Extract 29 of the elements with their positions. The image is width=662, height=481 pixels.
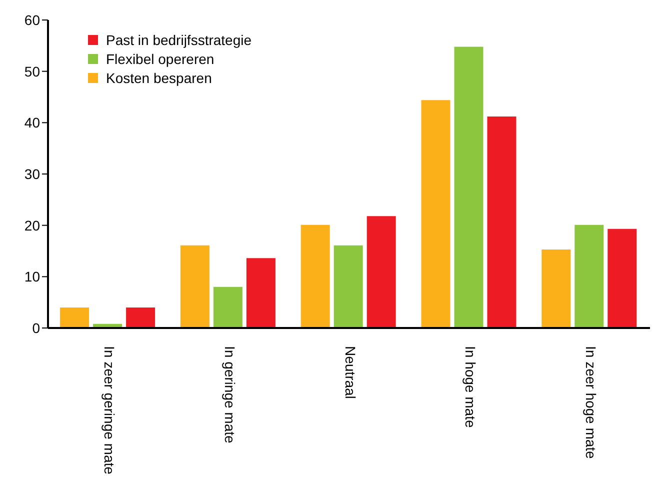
bar (126, 307, 156, 328)
y-tick-label: 10 (24, 268, 40, 285)
x-tick-label: In zeer geringe mate (101, 346, 118, 475)
bar (246, 258, 276, 328)
bar (300, 224, 330, 328)
y-tick-label: 30 (24, 166, 40, 182)
y-tick-label: 40 (24, 114, 40, 131)
bar (180, 245, 210, 328)
bar (574, 224, 604, 328)
legend-label: Kosten besparen (106, 70, 212, 86)
bar (542, 249, 571, 328)
legend-label: Past in bedrijfsstrategie (106, 32, 252, 48)
y-tick-label: 60 (24, 12, 40, 28)
x-tick-label: In hoge mate (462, 346, 479, 428)
x-tick-label: In geringe mate (222, 346, 238, 444)
bar (60, 307, 90, 328)
y-tick-label: 50 (24, 63, 40, 80)
bar (487, 116, 516, 328)
bar (454, 46, 484, 328)
bar (366, 216, 396, 328)
y-tick-label: 0 (32, 320, 40, 336)
y-tick-label: 20 (24, 217, 40, 234)
x-tick-label: In zeer hoge mate (583, 346, 600, 460)
x-tick-label: Neutraal (342, 346, 358, 399)
bar (334, 245, 363, 328)
bar (421, 100, 450, 328)
legend-label: Flexibel opereren (106, 51, 214, 67)
bar (608, 228, 637, 328)
bar (213, 286, 242, 328)
